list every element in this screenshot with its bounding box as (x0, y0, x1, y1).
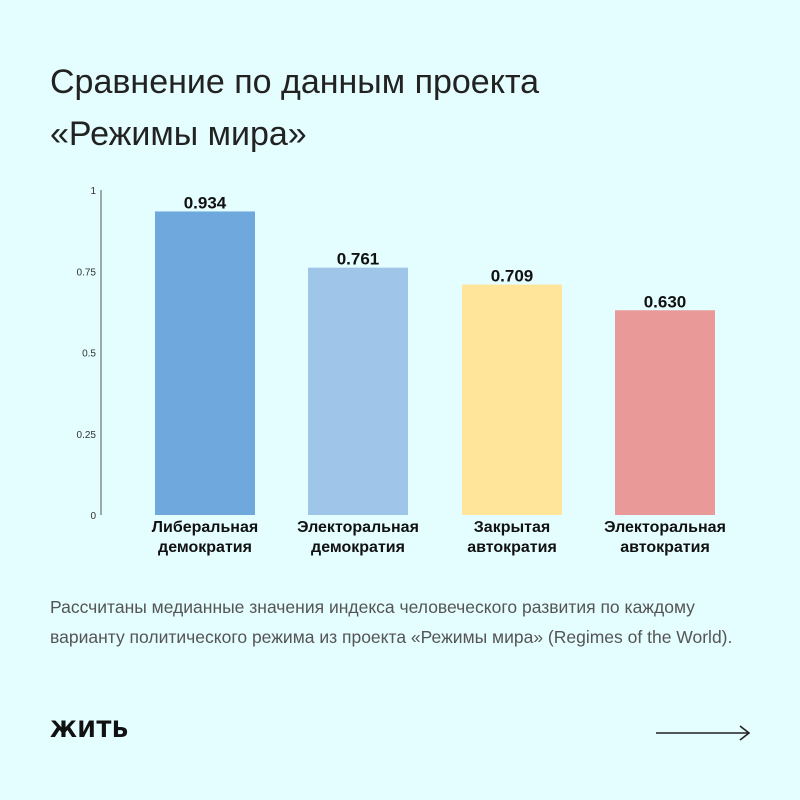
data-label: 0.630 (644, 292, 687, 311)
category-label: демократия (158, 539, 252, 556)
data-label: 0.709 (491, 267, 534, 286)
title-line-2: «Режимы мира» (50, 115, 307, 153)
bar (462, 284, 562, 515)
category-label: Электоральная (297, 519, 419, 536)
bar-chart: 0 0.25 0.5 0.75 1 0.934 Либеральная демократия 0… (77, 186, 726, 556)
y-tick-label: 1 (90, 186, 96, 197)
brand-logo: ЖИТЬ (50, 718, 130, 743)
title-line-1: Сравнение по данным проекта (50, 63, 540, 101)
category-label: Либеральная (152, 519, 258, 536)
page-title: Сравнение по данным проекта «Режимы мира… (50, 56, 539, 160)
chart-caption: Рассчитаны медианные значения индекса че… (50, 597, 733, 647)
arrow-right-icon[interactable] (654, 723, 754, 743)
y-tick-label: 0 (90, 511, 96, 522)
y-tick-label: 0.75 (77, 267, 97, 278)
category-label: Закрытая (474, 519, 550, 536)
category-label: автократия (620, 539, 710, 556)
bar (155, 211, 255, 515)
data-label: 0.934 (184, 193, 227, 212)
y-tick-label: 0.25 (77, 430, 97, 441)
bar (615, 310, 715, 515)
y-tick-label: 0.5 (82, 349, 96, 360)
bar (308, 267, 408, 515)
category-label: Электоральная (604, 519, 726, 536)
category-label: автократия (467, 539, 557, 556)
category-label: демократия (311, 539, 405, 556)
data-label: 0.761 (337, 250, 380, 269)
